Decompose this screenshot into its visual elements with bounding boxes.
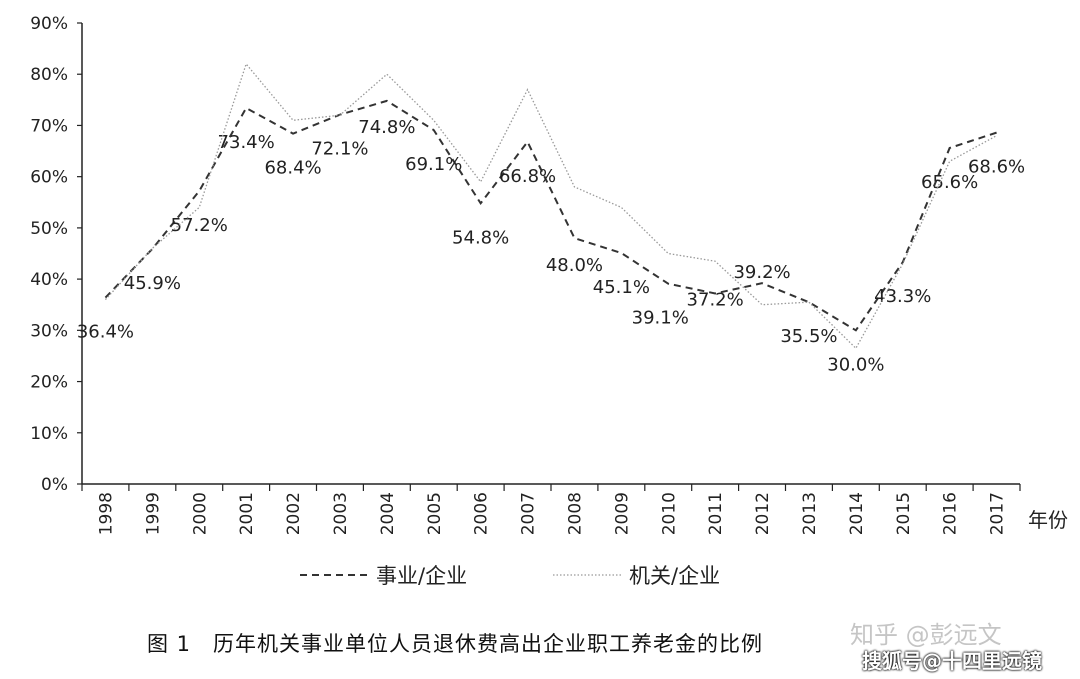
data-label: 54.8% <box>452 227 509 248</box>
x-tick-label: 2008 <box>565 492 585 535</box>
series-line-1 <box>104 99 997 332</box>
x-tick-label: 2001 <box>237 492 257 535</box>
figure-caption: 图 1 历年机关事业单位人员退休费高出企业职工养老金的比例 <box>147 632 764 656</box>
data-label: 72.1% <box>311 139 368 160</box>
y-tick-label: 60% <box>30 168 68 188</box>
data-label: 35.5% <box>780 326 837 347</box>
x-tick-label: 2011 <box>706 492 726 535</box>
data-label: 66.8% <box>499 166 556 187</box>
data-label: 73.4% <box>218 132 275 153</box>
x-tick-label: 2016 <box>941 492 961 535</box>
data-label: 69.1% <box>405 154 462 175</box>
y-tick-label: 40% <box>30 270 68 290</box>
y-tick-label: 30% <box>30 321 68 341</box>
x-tick-label: 2010 <box>659 492 679 535</box>
data-label: 74.8% <box>358 117 415 138</box>
legend-label-2: 机关/企业 <box>629 564 720 588</box>
y-tick-label: 10% <box>30 424 68 444</box>
watermark-zhihu: 知乎 @彭远文 <box>850 621 1002 649</box>
x-tick-label: 2015 <box>894 492 914 535</box>
data-label: 43.3% <box>874 286 931 307</box>
x-tick-label: 2012 <box>753 492 773 535</box>
y-tick-label: 70% <box>30 116 68 136</box>
data-label: 68.6% <box>968 157 1025 178</box>
x-tick-label: 2002 <box>284 492 304 535</box>
y-tick-label: 50% <box>30 219 68 239</box>
x-tick-label: 2005 <box>425 492 445 535</box>
x-tick-label: 2009 <box>612 492 632 535</box>
x-tick-label: 1998 <box>96 492 116 535</box>
x-tick-label: 2006 <box>472 492 492 535</box>
x-tick-label: 1999 <box>143 492 163 535</box>
x-tick-label: 2007 <box>519 492 539 535</box>
legend-label-1: 事业/企业 <box>376 564 467 588</box>
data-label: 37.2% <box>687 289 744 310</box>
x-axis-label: 年份 <box>1028 508 1068 532</box>
watermark-sohu: 搜狐号@十四里远镜 <box>862 649 1042 673</box>
y-tick-label: 20% <box>30 373 68 393</box>
data-label: 45.1% <box>593 277 650 298</box>
x-tick-label: 2013 <box>800 492 820 535</box>
data-label: 57.2% <box>171 215 228 236</box>
x-tick-label: 2003 <box>331 492 351 535</box>
data-label: 48.0% <box>546 255 603 276</box>
series-line-2 <box>104 62 997 350</box>
data-label: 65.6% <box>921 172 978 193</box>
y-tick-label: 90% <box>30 14 68 34</box>
data-label: 45.9% <box>124 273 181 294</box>
data-label: 30.0% <box>827 354 884 375</box>
data-label: 39.2% <box>733 262 790 283</box>
x-tick-label: 2000 <box>190 492 210 535</box>
y-tick-label: 0% <box>41 475 68 495</box>
y-tick-label: 80% <box>30 65 68 85</box>
x-tick-label: 2017 <box>988 492 1008 535</box>
x-tick-label: 2004 <box>378 492 398 535</box>
data-label: 39.1% <box>632 308 689 329</box>
x-tick-label: 2014 <box>847 492 867 535</box>
data-label: 36.4% <box>77 322 134 343</box>
data-label: 68.4% <box>264 158 321 179</box>
